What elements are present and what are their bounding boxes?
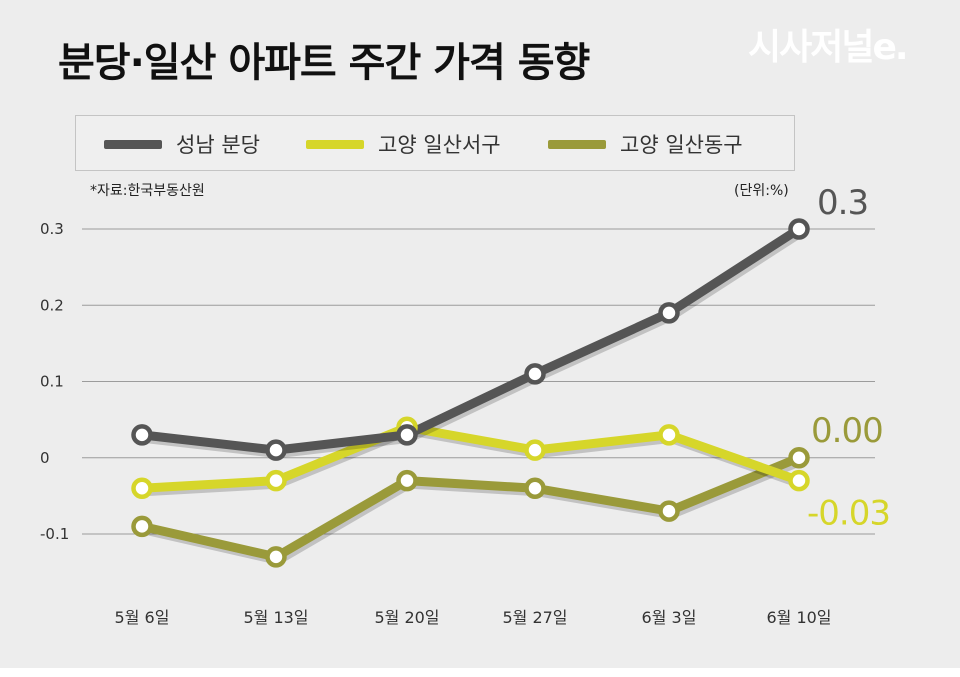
end-value-label: -0.03 (807, 494, 890, 534)
legend-item-ilsandong: 고양 일산동구 (548, 116, 743, 172)
source-note: *자료:한국부동산원 (90, 183, 205, 199)
legend-item-bundang: 성남 분당 (104, 116, 260, 172)
series-line-shadow (139, 227, 806, 459)
legend: 성남 분당 고양 일산서구 고양 일산동구 (75, 115, 795, 171)
data-point (396, 469, 418, 492)
data-point (396, 424, 418, 446)
y-tick-label: 0.3 (40, 220, 64, 238)
end-value-label: 0.00 (811, 411, 883, 451)
x-tick-label: 6월 10일 (766, 608, 831, 627)
unit-note: (단위:%) (734, 183, 789, 199)
series-line (137, 422, 804, 493)
data-point (265, 439, 287, 461)
series-line (137, 453, 804, 562)
legend-item-ilsanseo: 고양 일산서구 (306, 116, 501, 172)
y-tick-label: 0.1 (40, 373, 64, 391)
y-tick-label: -0.1 (40, 525, 69, 543)
data-point (524, 363, 546, 385)
data-point (658, 500, 680, 522)
legend-swatch-ilsandong (548, 139, 606, 149)
y-tick-label: 0.2 (40, 296, 64, 314)
x-tick-label: 5월 27일 (502, 608, 567, 627)
data-point (524, 477, 546, 499)
data-point (265, 469, 287, 492)
end-value-label: 0.3 (817, 183, 868, 223)
brand-logo: 시사저널e. (748, 27, 909, 68)
legend-label-ilsandong: 고양 일산동구 (620, 133, 743, 157)
data-point (788, 218, 810, 240)
data-point (524, 439, 546, 461)
chart-title: 분당·일산 아파트 주간 가격 동향 (58, 40, 590, 86)
legend-swatch-bundang (104, 139, 162, 149)
legend-swatch-ilsanseo (306, 139, 364, 149)
data-point (131, 515, 153, 538)
data-point (658, 302, 680, 324)
series-line (137, 224, 804, 455)
y-tick-label: 0 (40, 449, 50, 467)
data-point (131, 424, 153, 446)
legend-label-bundang: 성남 분당 (176, 133, 260, 157)
legend-label-ilsanseo: 고양 일산서구 (378, 133, 501, 157)
x-tick-label: 6월 3일 (642, 608, 697, 627)
data-point (265, 546, 287, 568)
x-tick-label: 5월 20일 (374, 608, 439, 627)
x-tick-label: 5월 13일 (243, 608, 308, 627)
x-tick-label: 5월 6일 (115, 608, 170, 627)
data-point (658, 424, 680, 446)
data-point (788, 447, 810, 469)
data-point (131, 477, 153, 499)
data-point (788, 469, 810, 492)
